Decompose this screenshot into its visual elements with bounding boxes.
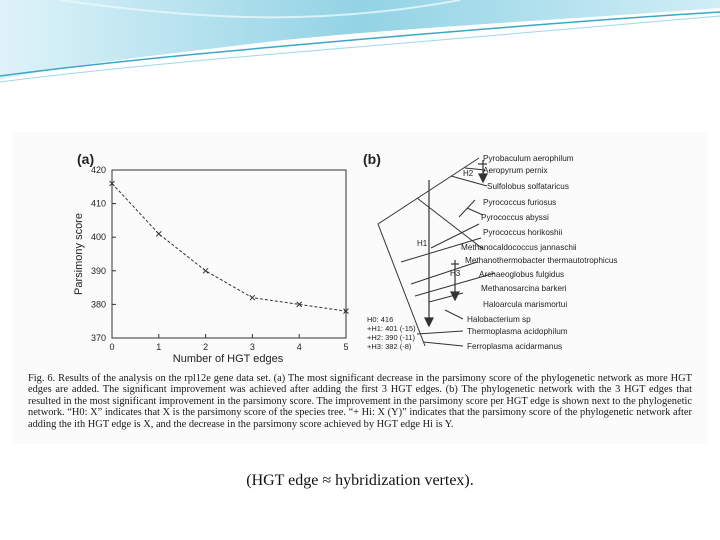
score-legend: H0: 416+H1: 401 (-15)+H2: 390 (-11)+H3: … bbox=[367, 315, 416, 351]
y-tick-label: 370 bbox=[91, 333, 106, 343]
parsimony-line bbox=[111, 183, 347, 312]
panel-b-label: (b) bbox=[363, 151, 381, 167]
figure-panel bbox=[12, 132, 708, 444]
caption-text: Results of the analysis on the rpl12e ge… bbox=[28, 373, 692, 430]
x-tick-label: 3 bbox=[250, 342, 255, 352]
taxon-label: Pyrococcus abyssi bbox=[481, 213, 549, 222]
score-line: +H3: 382 (-8) bbox=[367, 342, 412, 351]
taxon-label: Methanocaldococcus jannaschii bbox=[461, 243, 577, 252]
y-tick-label: 420 bbox=[91, 165, 106, 175]
y-axis-label: Parsimony score bbox=[73, 213, 85, 295]
slide-footnote: (HGT edge ≈ hybridization vertex). bbox=[246, 472, 474, 489]
x-tick-label: 2 bbox=[203, 342, 208, 352]
taxon-label: Methanothermobacter thermautotrophicus bbox=[465, 256, 617, 265]
chart-axes bbox=[111, 169, 347, 339]
taxon-label: Halobacterium sp bbox=[467, 315, 531, 324]
x-tick-label: 0 bbox=[109, 342, 114, 352]
plot-frame bbox=[111, 169, 347, 339]
phylogenetic-network: (b) H1 H2 H3 Pyrobaculum aerophilum Aerop… bbox=[363, 151, 617, 351]
edge-label-h1: H1 bbox=[417, 239, 428, 248]
parsimony-score-chart: (a) Parsimony score Number of HGT edges … bbox=[73, 151, 349, 365]
chart-ticks: 0 1 2 3 4 5 370 380 390 400 410 420 bbox=[91, 165, 349, 352]
edge-label-h3: H3 bbox=[450, 269, 461, 278]
taxon-label: Archaeoglobus fulgidus bbox=[479, 270, 564, 279]
panel-a-label: (a) bbox=[77, 151, 94, 167]
data-point-marker bbox=[109, 180, 115, 187]
figure-caption: Fig. 6. Results of the analysis on the r… bbox=[28, 373, 692, 430]
taxon-label: Ferroplasma acidarmanus bbox=[467, 342, 562, 351]
taxon-label: Pyrobaculum aerophilum bbox=[483, 154, 574, 163]
x-tick-label: 5 bbox=[343, 342, 348, 352]
taxon-label: Aeropyrum pernix bbox=[483, 166, 548, 175]
data-point-marker bbox=[296, 301, 303, 308]
data-point-marker bbox=[343, 308, 349, 314]
x-axis-label: Number of HGT edges bbox=[173, 353, 284, 365]
taxon-label: Sulfolobus solfataricus bbox=[487, 182, 569, 191]
score-line: H0: 416 bbox=[367, 315, 393, 324]
chart-series bbox=[109, 180, 349, 314]
x-tick-label: 4 bbox=[297, 342, 302, 352]
x-tick-label: 1 bbox=[156, 342, 161, 352]
y-tick-label: 380 bbox=[91, 299, 106, 309]
data-point-marker bbox=[249, 294, 256, 301]
edge-label-h2: H2 bbox=[463, 169, 474, 178]
y-tick-label: 410 bbox=[91, 199, 106, 209]
data-point-marker bbox=[202, 267, 209, 274]
taxon-label: Pyrococcus furiosus bbox=[483, 198, 556, 207]
hgt-edges bbox=[424, 160, 488, 328]
taxa-labels: Pyrobaculum aerophilum Aeropyrum pernix Su… bbox=[461, 154, 617, 351]
data-point-marker bbox=[155, 230, 162, 237]
caption-fig-label: Fig. 6. bbox=[28, 373, 56, 384]
score-line: +H1: 401 (-15) bbox=[367, 324, 416, 333]
taxon-label: Pyrococcus horikoshii bbox=[483, 228, 562, 237]
header-swoosh-decoration bbox=[0, 0, 720, 83]
score-line: +H2: 390 (-11) bbox=[367, 333, 416, 342]
taxon-label: Thermoplasma acidophilum bbox=[467, 327, 568, 336]
y-tick-label: 400 bbox=[91, 232, 106, 242]
y-tick-label: 390 bbox=[91, 266, 106, 276]
taxon-label: Haloarcula marismortui bbox=[483, 300, 567, 309]
taxon-label: Methanosarcina barkeri bbox=[481, 284, 567, 293]
